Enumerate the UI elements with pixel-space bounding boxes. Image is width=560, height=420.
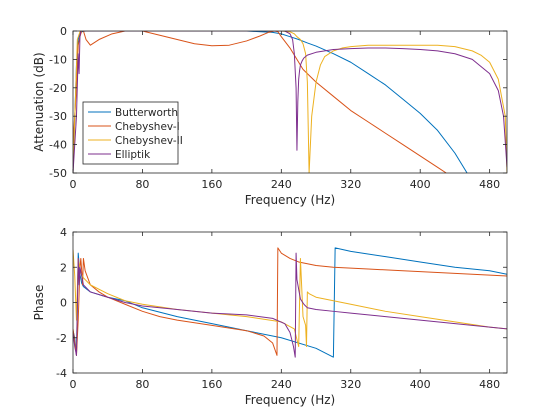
legend-label-elliptik: Elliptik bbox=[115, 149, 151, 161]
attenuation-y-axis-label: Attenuation (dB) bbox=[32, 52, 46, 151]
attenuation-axes: 0 80 160 240 320 400 480 -50 -40 -30 -20 -10 0 Freque… bbox=[32, 25, 508, 207]
phase-x-axis-label: Frequency (Hz) bbox=[245, 393, 336, 407]
attenuation-y-tick-label: -30 bbox=[49, 110, 67, 123]
attenuation-y-tick-label: 0 bbox=[60, 25, 67, 38]
attenuation-y-tick-label: -20 bbox=[49, 82, 67, 95]
phase-y-axis-label: Phase bbox=[32, 285, 46, 321]
attenuation-axes-box bbox=[72, 30, 508, 174]
phase-y-tick-label: -4 bbox=[56, 367, 67, 380]
attenuation-x-axis-label: Frequency (Hz) bbox=[245, 193, 336, 207]
legend: Butterworth Chebyshev-I Chebyshev-II Ellipt… bbox=[82, 101, 183, 165]
phase-plot-area bbox=[73, 232, 507, 373]
phase-y-tick-label: 4 bbox=[60, 226, 67, 239]
attenuation-y-tick-label: -10 bbox=[49, 53, 67, 66]
phase-x-tick-label: 320 bbox=[340, 378, 361, 391]
attenuation-x-tick-label: 160 bbox=[201, 178, 222, 191]
phase-series-line-chebyshev-i bbox=[73, 247, 507, 356]
attenuation-series-line-chebyshev-i bbox=[73, 31, 447, 173]
legend-label-butterworth: Butterworth bbox=[115, 107, 178, 119]
phase-series-line-elliptik bbox=[73, 252, 507, 358]
phase-series-group bbox=[73, 247, 507, 358]
phase-axes: 0 80 160 240 320 400 480 -4 -2 0 2 4 Frequency (Hz) P… bbox=[32, 226, 508, 407]
attenuation-x-tick-label: 480 bbox=[479, 178, 500, 191]
attenuation-y-tick-label: -40 bbox=[49, 139, 67, 152]
attenuation-series-line-elliptik bbox=[73, 31, 507, 173]
phase-x-tick-label: 480 bbox=[479, 378, 500, 391]
phase-x-tick-label: 240 bbox=[271, 378, 292, 391]
attenuation-series-line-chebyshev-ii bbox=[73, 31, 507, 173]
attenuation-x-tick-label: 240 bbox=[271, 178, 292, 191]
attenuation-x-tick-label: 0 bbox=[70, 178, 77, 191]
phase-y-tick-label: 0 bbox=[60, 297, 67, 310]
phase-x-tick-label: 160 bbox=[201, 378, 222, 391]
phase-y-tick-label: -2 bbox=[56, 332, 67, 345]
legend-label-chebyshev-i: Chebyshev-I bbox=[115, 121, 180, 133]
attenuation-x-tick-label: 400 bbox=[410, 178, 431, 191]
phase-y-tick-label: 2 bbox=[60, 261, 67, 274]
attenuation-x-tick-label: 320 bbox=[340, 178, 361, 191]
phase-x-tick-label: 400 bbox=[410, 378, 431, 391]
phase-x-tick-label: 80 bbox=[135, 378, 149, 391]
legend-label-chebyshev-ii: Chebyshev-II bbox=[115, 135, 183, 147]
attenuation-y-tick-label: -50 bbox=[49, 167, 67, 180]
phase-x-tick-label: 0 bbox=[70, 378, 77, 391]
attenuation-x-tick-label: 80 bbox=[135, 178, 149, 191]
